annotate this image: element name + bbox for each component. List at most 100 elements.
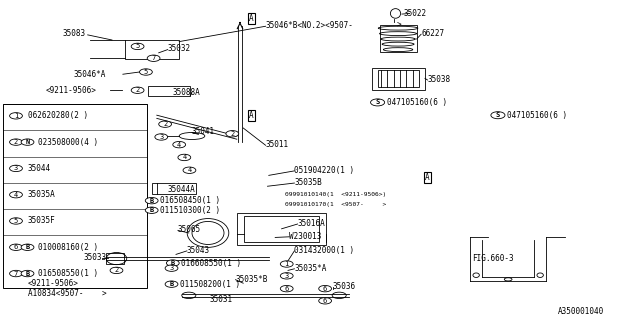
Text: 35016A: 35016A: [298, 219, 325, 228]
Text: 35065: 35065: [178, 225, 201, 234]
Text: 4: 4: [14, 192, 18, 198]
Text: 016508450(1 ): 016508450(1 ): [160, 196, 220, 205]
Bar: [125, 40, 179, 59]
Text: 35046*B<NO.2><9507-: 35046*B<NO.2><9507-: [266, 21, 353, 30]
Text: W230013: W230013: [289, 232, 322, 241]
Text: B: B: [26, 244, 29, 250]
Text: 011508200(1 ): 011508200(1 ): [180, 280, 240, 289]
Text: 35031: 35031: [210, 295, 233, 304]
Text: 047105160(6 ): 047105160(6 ): [387, 98, 447, 107]
Text: 35035A: 35035A: [28, 190, 55, 199]
Text: 35035*A: 35035*A: [294, 264, 327, 273]
Text: 016608550(1 ): 016608550(1 ): [181, 259, 241, 268]
Bar: [152, 183, 196, 194]
Circle shape: [155, 134, 168, 140]
Text: 66227: 66227: [421, 29, 444, 38]
Text: 5: 5: [14, 218, 18, 224]
Text: 35035*B: 35035*B: [236, 275, 268, 284]
Text: <9211-9506>: <9211-9506>: [28, 279, 78, 288]
Text: N: N: [26, 139, 29, 145]
Text: 35043: 35043: [187, 246, 210, 255]
Bar: [106, 253, 124, 264]
Circle shape: [173, 141, 186, 148]
Circle shape: [110, 267, 123, 274]
Circle shape: [491, 112, 505, 119]
Text: 35035B: 35035B: [294, 178, 322, 187]
Circle shape: [183, 167, 196, 173]
Text: 6: 6: [285, 286, 289, 292]
Text: 051904220(1 ): 051904220(1 ): [294, 166, 355, 175]
Text: 35044: 35044: [28, 164, 51, 173]
Circle shape: [226, 131, 239, 137]
Text: 3: 3: [159, 134, 163, 140]
Text: 2: 2: [14, 139, 18, 145]
Bar: [237, 213, 326, 245]
Text: 016508550(1 ): 016508550(1 ): [38, 269, 98, 278]
Text: 35033: 35033: [83, 253, 106, 262]
Circle shape: [21, 139, 34, 145]
Circle shape: [147, 55, 160, 61]
Text: 4: 4: [188, 167, 191, 173]
Text: 1: 1: [14, 113, 18, 119]
Text: 031432000(1 ): 031432000(1 ): [294, 246, 355, 255]
Text: >: >: [397, 21, 401, 30]
Text: 023508000(4 ): 023508000(4 ): [38, 138, 98, 147]
Text: S: S: [376, 100, 380, 105]
Bar: [148, 86, 190, 96]
Text: 3: 3: [285, 273, 289, 279]
Text: 35088A: 35088A: [173, 88, 200, 97]
Text: 35036: 35036: [333, 282, 356, 291]
Text: 047105160(6 ): 047105160(6 ): [507, 111, 567, 120]
Text: 5: 5: [144, 69, 148, 75]
Text: A350001040: A350001040: [558, 307, 604, 316]
Text: 011510300(2 ): 011510300(2 ): [160, 206, 220, 215]
Circle shape: [10, 218, 22, 224]
Circle shape: [280, 285, 293, 292]
Bar: [372, 68, 425, 90]
Circle shape: [10, 191, 22, 198]
Text: 4: 4: [177, 142, 181, 148]
Circle shape: [166, 260, 179, 266]
Text: 35044A: 35044A: [168, 185, 195, 194]
Circle shape: [319, 298, 332, 304]
Text: B: B: [170, 281, 173, 287]
Bar: [380, 25, 417, 52]
Circle shape: [21, 270, 34, 277]
Text: 6: 6: [323, 286, 327, 292]
Text: 6: 6: [323, 298, 327, 304]
Text: 35032: 35032: [168, 44, 191, 53]
Text: 5: 5: [136, 44, 140, 49]
Text: A: A: [249, 111, 254, 120]
Text: S: S: [496, 112, 500, 118]
Circle shape: [319, 285, 332, 292]
Bar: [244, 216, 319, 242]
Circle shape: [280, 261, 293, 267]
Text: 2: 2: [115, 268, 118, 273]
Circle shape: [21, 244, 34, 251]
Text: 35011: 35011: [266, 140, 289, 149]
Text: 3: 3: [14, 165, 18, 172]
Circle shape: [371, 99, 385, 106]
Circle shape: [131, 43, 144, 50]
Text: 35022: 35022: [403, 9, 426, 18]
Circle shape: [280, 273, 293, 279]
Text: 35083: 35083: [63, 29, 86, 38]
Text: 09991010170(1  <9507-     >: 09991010170(1 <9507- >: [285, 202, 387, 207]
Circle shape: [10, 165, 22, 172]
Bar: [378, 70, 419, 87]
Text: 2: 2: [163, 121, 167, 127]
Circle shape: [165, 265, 178, 271]
Text: B: B: [150, 198, 154, 204]
Circle shape: [10, 244, 22, 251]
Text: A10834<9507-    >: A10834<9507- >: [28, 289, 106, 298]
Text: A: A: [249, 14, 254, 23]
Circle shape: [145, 197, 158, 204]
Text: 3: 3: [170, 265, 173, 271]
Text: 35035F: 35035F: [28, 216, 55, 226]
Text: <9211-9506>: <9211-9506>: [46, 86, 97, 95]
Circle shape: [10, 270, 22, 277]
Text: 09991010140(1  <9211-9506>): 09991010140(1 <9211-9506>): [285, 192, 387, 197]
Text: 35041: 35041: [192, 127, 215, 136]
Text: 7: 7: [14, 270, 18, 276]
Circle shape: [145, 207, 158, 213]
